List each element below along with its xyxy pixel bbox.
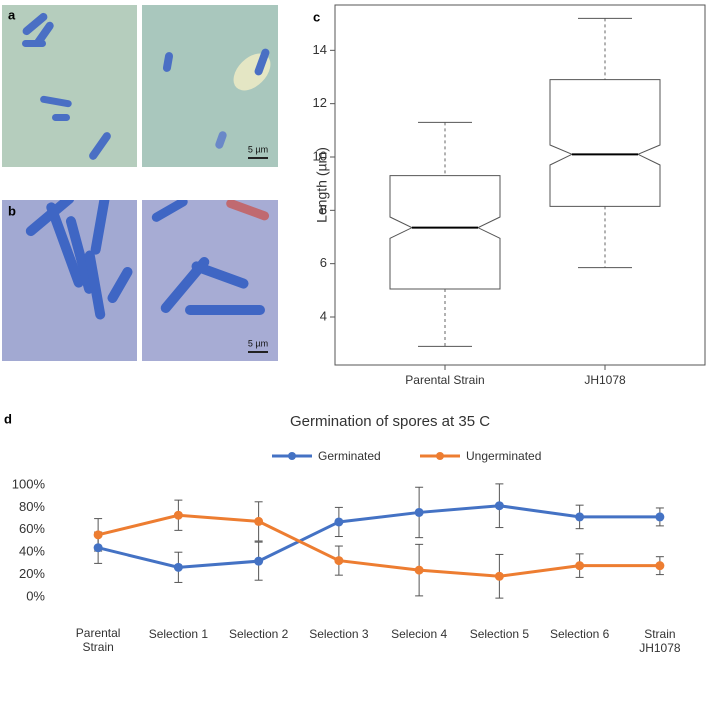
- x-tick-label: Selection 6: [549, 627, 610, 641]
- x-tick-label: Selecion 4: [391, 627, 448, 641]
- x-tick-label: Selection 3: [309, 627, 369, 641]
- data-point: [655, 561, 665, 571]
- y-tick-label: 6: [320, 255, 327, 270]
- y-tick-label: 0%: [26, 588, 45, 603]
- legend-marker: [288, 452, 296, 460]
- panel-label: a: [8, 7, 16, 22]
- micrograph: [2, 5, 278, 361]
- series-line: [97, 513, 660, 578]
- x-tick-label: Selection 2: [228, 627, 289, 641]
- box: [549, 79, 661, 207]
- x-tick-label: Parental Strain: [75, 626, 121, 654]
- data-point: [575, 512, 585, 522]
- scale-bar-label: 5 µm: [248, 144, 268, 154]
- data-point: [254, 516, 264, 526]
- y-axis-label: Length (µm): [314, 147, 330, 223]
- panel-label: b: [8, 203, 16, 218]
- series-line: [97, 504, 660, 569]
- legend-label: Ungerminated: [466, 449, 541, 463]
- x-tick-label: Strain JH1078: [639, 627, 681, 655]
- x-tick-label: JH1078: [584, 373, 626, 387]
- y-tick-label: 12: [313, 95, 327, 110]
- y-tick-label: 100%: [12, 476, 46, 491]
- data-point: [414, 565, 424, 575]
- x-tick-label: Parental Strain: [405, 373, 484, 387]
- y-tick-label: 10: [313, 148, 327, 163]
- legend-label: Germinated: [318, 449, 381, 463]
- data-point: [254, 556, 264, 566]
- data-point: [414, 507, 424, 517]
- y-tick-label: 14: [313, 42, 327, 57]
- scale-bar-label: 5 µm: [248, 338, 268, 348]
- box: [389, 175, 501, 290]
- data-point: [494, 501, 504, 511]
- x-tick-label: Selection 5: [469, 627, 530, 641]
- data-point: [655, 512, 665, 522]
- data-point: [494, 571, 504, 581]
- x-tick-label: Selection 1: [148, 627, 209, 641]
- data-point: [93, 543, 103, 553]
- data-point: [173, 510, 183, 520]
- y-tick-label: 8: [320, 202, 327, 217]
- data-point: [334, 556, 344, 566]
- data-point: [93, 530, 103, 540]
- chart-title: Germination of spores at 35 C: [290, 413, 490, 430]
- panel-label: d: [4, 411, 12, 426]
- y-tick-label: 80%: [19, 499, 45, 514]
- y-tick-label: 20%: [19, 566, 45, 581]
- panel-label: c: [313, 9, 320, 24]
- y-tick-label: 40%: [19, 544, 45, 559]
- y-tick-label: 4: [320, 308, 327, 323]
- data-point: [575, 561, 585, 571]
- data-point: [334, 517, 344, 527]
- plot-frame: [334, 4, 706, 366]
- y-tick-label: 60%: [19, 521, 45, 536]
- legend-marker: [436, 452, 444, 460]
- data-point: [173, 562, 183, 572]
